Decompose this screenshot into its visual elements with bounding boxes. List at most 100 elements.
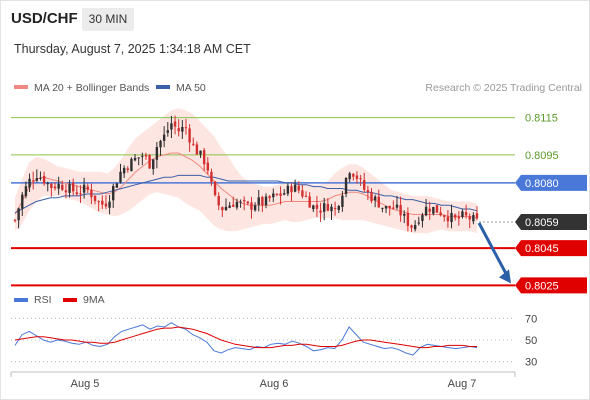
candle-body xyxy=(228,205,231,208)
x-tick-label-0: Aug 5 xyxy=(71,378,100,390)
candle-body xyxy=(42,175,46,184)
legend-swatch-rsi xyxy=(14,298,28,302)
candle-body xyxy=(250,202,253,210)
candle-body xyxy=(413,225,417,230)
candle-body xyxy=(235,201,239,208)
candle-body xyxy=(50,183,53,189)
candle-body xyxy=(381,207,384,209)
x-tick-label-1: Aug 6 xyxy=(260,378,289,390)
candle-body xyxy=(130,158,133,172)
legend-swatch-ma50 xyxy=(156,85,170,89)
candle-body xyxy=(348,173,351,180)
rsi-panel: RSI 9MA 70 50 30 xyxy=(11,294,537,369)
candle-body xyxy=(184,127,188,129)
candle-body xyxy=(24,186,28,197)
candle-body xyxy=(152,159,155,170)
candle-body xyxy=(210,171,213,182)
candle-body xyxy=(439,212,442,216)
candle-body xyxy=(28,178,31,188)
candle-body xyxy=(286,185,290,194)
candle-body xyxy=(242,199,246,202)
candle-body xyxy=(268,196,271,199)
candle-body xyxy=(122,167,126,174)
candle-body xyxy=(475,213,479,219)
candle-body xyxy=(406,212,410,226)
candle-body xyxy=(75,192,79,195)
candle-body xyxy=(93,195,97,201)
candle-body xyxy=(326,203,330,211)
candle-body xyxy=(173,121,177,127)
attribution: Research © 2025 Trading Central xyxy=(425,82,582,94)
candle-body xyxy=(399,205,402,216)
candle-body xyxy=(293,184,297,192)
candle-body xyxy=(424,206,428,216)
candle-body xyxy=(112,185,115,201)
candle-body xyxy=(177,128,180,132)
level-tag-pivot-2 xyxy=(515,174,587,191)
candle-body xyxy=(417,222,420,224)
candle-body xyxy=(319,210,322,213)
level-label-2: 0.8080 xyxy=(525,178,559,190)
candle-body xyxy=(46,183,49,185)
candle-body xyxy=(213,181,217,196)
candle-body xyxy=(344,177,348,194)
candle-body xyxy=(432,206,435,214)
candle-body xyxy=(39,177,42,179)
candle-body xyxy=(148,155,151,169)
candle-body xyxy=(337,205,340,210)
candle-body xyxy=(199,150,202,155)
candle-body xyxy=(195,144,199,155)
candle-body xyxy=(257,197,260,205)
candle-body xyxy=(170,123,173,130)
candles xyxy=(13,115,479,232)
bollinger-band xyxy=(15,108,477,234)
candle-body xyxy=(457,216,461,219)
timeframe-button[interactable]: 30 MIN xyxy=(82,8,134,31)
candle-body xyxy=(297,185,300,191)
candle-body xyxy=(108,201,111,208)
candle-body xyxy=(304,195,308,197)
candle-body xyxy=(435,205,439,213)
candle-body xyxy=(72,182,75,192)
legend-label-rsi: RSI xyxy=(34,294,52,306)
rsi-tick-label-70: 70 xyxy=(525,313,537,325)
candle-body xyxy=(35,178,39,181)
candle-body xyxy=(246,201,250,204)
candle-body xyxy=(315,204,319,209)
candle-body xyxy=(188,128,191,143)
candle-body xyxy=(82,184,86,193)
candle-body xyxy=(453,214,457,218)
rsi-tick-label-30: 30 xyxy=(525,357,537,369)
candle-body xyxy=(464,212,468,216)
candle-body xyxy=(403,213,406,216)
candle-body xyxy=(366,190,370,192)
candle-body xyxy=(141,155,144,157)
candle-body xyxy=(217,195,220,206)
candle-body xyxy=(104,203,108,207)
level-label-0: 0.8115 xyxy=(525,113,558,125)
candle-body xyxy=(446,216,450,222)
candle-body xyxy=(359,178,362,180)
candle-body xyxy=(155,147,159,160)
candle-body xyxy=(363,180,366,190)
level-labels: 0.8115 0.8095 0.8080 0.8059 0.8045 0.8025 xyxy=(515,113,587,294)
candle-body xyxy=(341,195,344,207)
candle-body xyxy=(282,193,286,195)
bollinger-band-area xyxy=(15,108,477,234)
candle-body xyxy=(202,150,206,165)
legend-label-ma20: MA 20 + Bollinger Bands xyxy=(34,82,149,94)
candle-body xyxy=(17,208,20,221)
candle-body xyxy=(97,201,100,203)
symbol-title: USD/CHF xyxy=(11,10,78,27)
candle-body xyxy=(370,191,373,202)
projection-arrow-shaft xyxy=(477,222,510,279)
projection-arrow-head xyxy=(499,269,511,284)
candle-body xyxy=(377,196,380,208)
candle-body xyxy=(61,184,64,191)
candle-body xyxy=(392,207,395,209)
candle-body xyxy=(450,212,453,223)
candle-body xyxy=(388,205,391,209)
main-legend: MA 20 + Bollinger Bands MA 50 Research © 2… xyxy=(14,82,582,94)
